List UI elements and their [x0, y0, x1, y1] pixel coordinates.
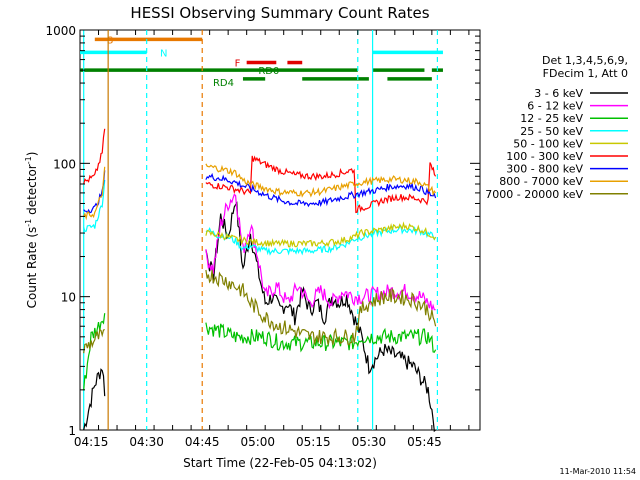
flag-label: S — [107, 35, 113, 46]
x-tick-label: 05:15 — [296, 435, 331, 449]
y-tick-label: 100 — [53, 157, 76, 171]
y-axis: 1 10 100 1000 — [45, 24, 480, 438]
flag-bars: S N F RD0 RD4 — [80, 35, 443, 89]
y-axis-label: Count Rate (s-1 detector-1) — [24, 152, 39, 309]
legend-label: 3 - 6 keV — [534, 87, 583, 100]
series-line — [83, 170, 437, 214]
legend-label: 800 - 7000 keV — [499, 175, 583, 188]
legend-label: 50 - 100 keV — [513, 137, 583, 150]
x-tick-label: 05:30 — [352, 435, 387, 449]
flag-label: F — [235, 59, 241, 70]
flag-label: RD4 — [213, 78, 234, 89]
y-tick-label: 1 — [68, 424, 76, 438]
y-tick-label: 10 — [61, 291, 76, 305]
x-tick-label: 04:45 — [185, 435, 220, 449]
legend-label: 100 - 300 keV — [506, 150, 583, 163]
legend-label: 300 - 800 keV — [506, 163, 583, 176]
vertical-markers — [83, 30, 439, 430]
legend: Det 1,3,4,5,6,9, FDecim 1, Att 0 3 - 6 k… — [485, 54, 628, 201]
legend-label: 12 - 25 keV — [520, 112, 583, 125]
y-tick-label: 1000 — [45, 24, 76, 38]
legend-header-1: Det 1,3,4,5,6,9, — [542, 54, 628, 67]
legend-label: 25 - 50 keV — [520, 125, 583, 138]
series-line — [83, 313, 437, 391]
series-lines — [83, 128, 437, 433]
series-line — [83, 269, 437, 354]
x-tick-label: 04:30 — [129, 435, 164, 449]
chart-title: HESSI Observing Summary Count Rates — [130, 4, 429, 22]
x-tick-label: 05:45 — [407, 435, 442, 449]
legend-label: 6 - 12 keV — [527, 100, 583, 113]
x-tick-label: 04:15 — [74, 435, 109, 449]
series-line — [83, 179, 437, 256]
timestamp: 11-Mar-2010 11:54 — [560, 467, 637, 476]
flag-label: N — [160, 48, 167, 59]
x-tick-label: 05:00 — [240, 435, 275, 449]
series-line — [205, 221, 437, 248]
series-line — [83, 201, 436, 433]
x-axis-label: Start Time (22-Feb-05 04:13:02) — [183, 456, 377, 470]
plot-area — [79, 29, 481, 431]
series-line — [205, 193, 436, 311]
flag-label: RD0 — [258, 66, 279, 77]
legend-label: 7000 - 20000 keV — [485, 188, 583, 201]
series-line — [83, 163, 437, 221]
x-axis: 04:15 04:30 04:45 05:00 05:15 05:30 05:45 — [74, 30, 470, 449]
series-line — [83, 128, 437, 214]
legend-header-2: FDecim 1, Att 0 — [543, 67, 628, 80]
